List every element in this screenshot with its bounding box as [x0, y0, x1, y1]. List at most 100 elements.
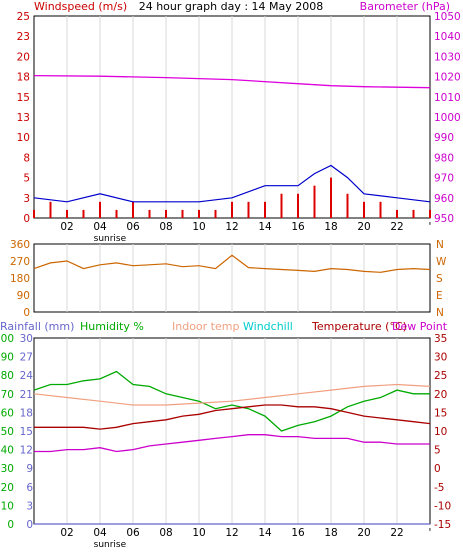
rainfall-tick: 30	[20, 333, 33, 345]
wind-panel-x-tick: 16	[291, 221, 305, 233]
temperature-line	[34, 404, 431, 430]
humidity-tick: 50	[1, 426, 14, 438]
legend-item: Indoor temp	[172, 320, 239, 333]
temp-panel-x-tick: 12	[225, 527, 238, 539]
temperature-humidity-panel: Rainfall (mm) Humidity % Indoor temp Windch…	[0, 320, 451, 550]
rainfall-tick: 0	[26, 519, 33, 531]
temp-panel-x-tick: 14	[258, 527, 272, 539]
wind-barometer-panel: 2523201815131085301050104010301020101010…	[17, 11, 461, 244]
windspeed-axis-title: Windspeed (m/s)	[34, 0, 127, 13]
rainfall-tick: 6	[26, 482, 33, 494]
wind-panel-x-tick: 18	[324, 221, 337, 233]
windspeed-tick: 10	[17, 132, 30, 144]
barometer-tick: 1010	[434, 92, 461, 104]
wind-direction-line	[33, 254, 431, 273]
barometer-tick: 1030	[434, 51, 461, 63]
temperature-tick: 25	[434, 370, 447, 382]
humidity-tick: 0	[7, 519, 14, 531]
barometer-tick: 1050	[434, 11, 461, 23]
temperature-tick: 5	[434, 445, 441, 457]
windspeed-tick: 23	[17, 31, 30, 43]
temp-panel-x-tick: 20	[357, 527, 370, 539]
temp-panel-x-tick: 18	[324, 527, 337, 539]
barometer-tick: 970	[434, 173, 454, 185]
indoor-temp-line	[33, 383, 431, 406]
temperature-tick: -10	[434, 500, 451, 512]
wind-panel-x-tick: 08	[159, 221, 172, 233]
windspeed-tick: 25	[17, 11, 30, 23]
direction-tick: 360	[10, 239, 30, 251]
humidity-tick: 30	[1, 463, 14, 475]
legend-item: Dew Point	[392, 320, 448, 333]
gust-line	[33, 164, 431, 203]
wind-panel-x-tick: '	[429, 221, 432, 233]
wind-panel-x-tick: 14	[258, 221, 272, 233]
humidity-tick: 90	[1, 352, 14, 364]
wind-panel-x-tick: 12	[225, 221, 238, 233]
wind-panel-x-tick: 10	[192, 221, 205, 233]
windspeed-tick: 8	[23, 152, 30, 164]
humidity-tick: 80	[1, 370, 14, 382]
windspeed-tick: 18	[17, 72, 30, 84]
humidity-tick: 70	[1, 389, 14, 401]
barometer-tick: 1020	[434, 72, 461, 84]
compass-tick: N	[436, 239, 444, 251]
dew-point-line	[34, 434, 430, 453]
wind-panel-x-tick: 06	[126, 221, 140, 233]
temp-panel-x-tick: 04	[93, 527, 107, 539]
temperature-tick: 0	[434, 463, 441, 475]
temperature-tick: 30	[434, 352, 447, 364]
rainfall-tick: 27	[20, 352, 33, 364]
direction-tick: 90	[17, 290, 30, 302]
rainfall-tick: 12	[20, 445, 33, 457]
humidity-tick: 60	[1, 407, 14, 419]
compass-tick: N	[436, 307, 444, 319]
wind-panel-x-tick: 20	[357, 221, 370, 233]
legend-item: Windchill	[243, 320, 293, 333]
compass-tick: E	[436, 290, 443, 302]
windspeed-tick: 20	[17, 51, 30, 63]
temperature-tick: 20	[434, 389, 447, 401]
temp-panel-x-tick: 22	[390, 527, 403, 539]
temp-panel-x-tick: 10	[192, 527, 205, 539]
temperature-tick: -5	[434, 482, 444, 494]
windspeed-tick: 5	[23, 173, 30, 185]
temp-panel-sunrise-label: sunrise	[94, 540, 127, 550]
temp-panel-x-tick: 16	[291, 527, 305, 539]
wind-panel-x-tick: 22	[390, 221, 403, 233]
temp-panel-x-tick: 06	[126, 527, 140, 539]
temp-panel-x-tick: 08	[159, 527, 172, 539]
legend-item: Temperature (°C)	[311, 320, 407, 333]
rainfall-tick: 15	[20, 426, 33, 438]
windspeed-tick: 13	[17, 112, 30, 124]
temperature-tick: 35	[434, 333, 447, 345]
rainfall-tick: 18	[20, 407, 33, 419]
humidity-line	[33, 370, 430, 432]
compass-tick: S	[436, 273, 443, 285]
barometer-line	[33, 74, 431, 89]
temperature-tick: -15	[434, 519, 451, 531]
temp-panel-x-tick: 02	[60, 527, 73, 539]
legend-item: Humidity %	[80, 320, 144, 333]
barometer-tick: 960	[434, 193, 454, 205]
windspeed-tick: 15	[17, 92, 30, 104]
direction-tick: 180	[10, 273, 30, 285]
temperature-tick: 10	[434, 426, 447, 438]
humidity-tick: 100	[0, 333, 14, 345]
temperature-tick: 15	[434, 407, 447, 419]
direction-tick: 0	[23, 307, 30, 319]
wind-panel-x-tick: 04	[93, 221, 107, 233]
barometer-tick: 1000	[434, 112, 461, 124]
barometer-tick: 980	[434, 152, 454, 164]
rainfall-tick: 21	[20, 389, 33, 401]
windspeed-tick: 3	[23, 193, 30, 205]
windspeed-tick: 0	[23, 213, 30, 225]
direction-tick: 270	[10, 256, 30, 268]
temp-panel-x-tick: '	[429, 527, 432, 539]
barometer-tick: 950	[434, 213, 454, 225]
barometer-tick: 990	[434, 132, 454, 144]
barometer-axis-title: Barometer (hPa)	[360, 0, 450, 13]
rainfall-tick: 24	[20, 370, 34, 382]
